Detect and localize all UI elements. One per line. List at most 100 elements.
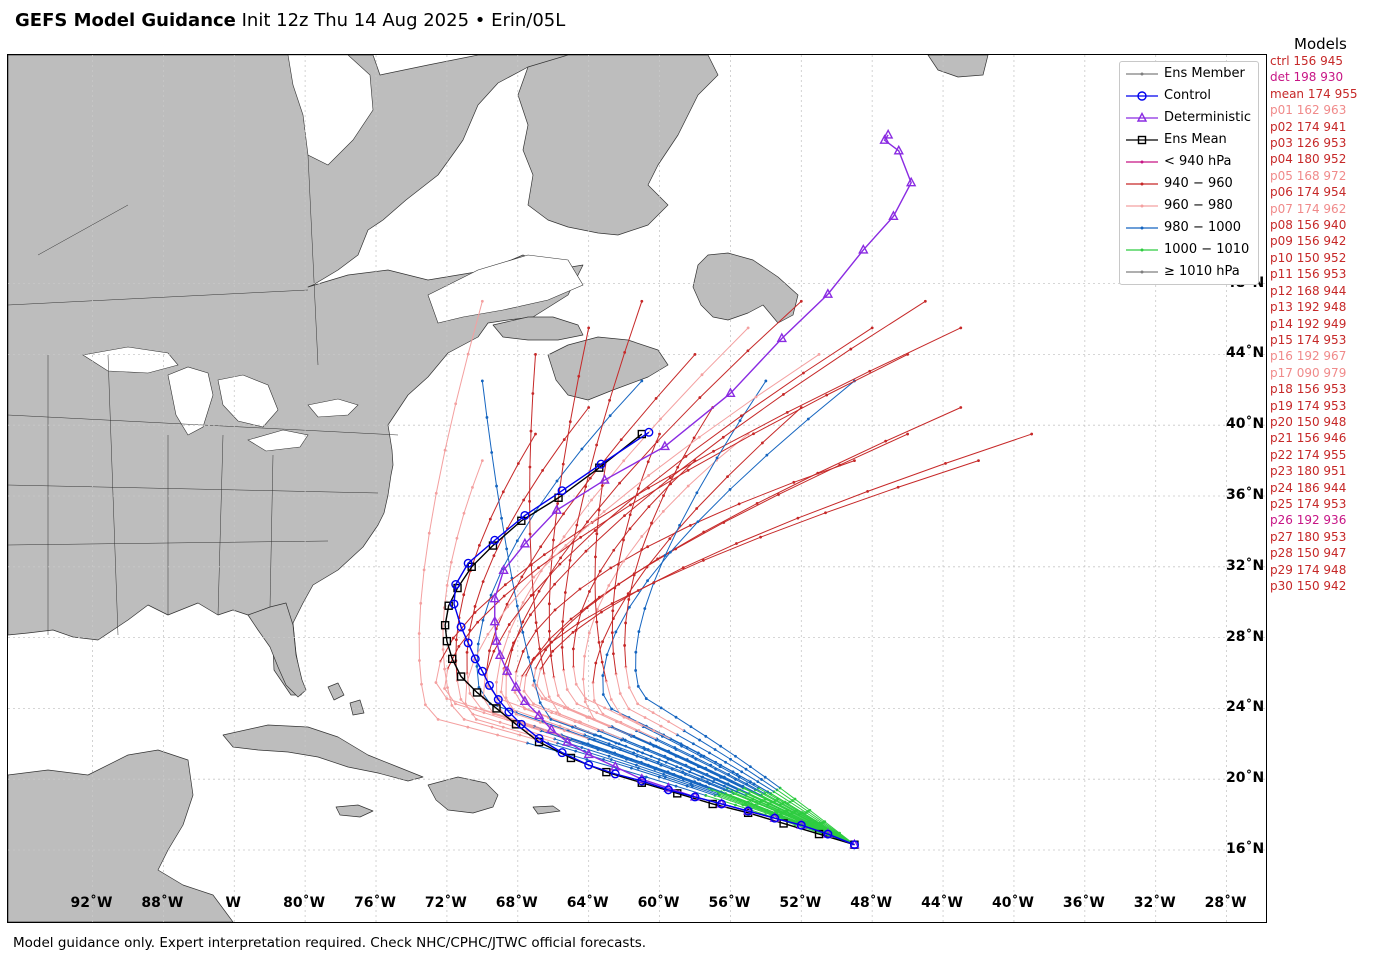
ens-member-segment (636, 455, 687, 496)
ens-member-segment (533, 639, 550, 659)
title-main: GEFS Model Guidance (15, 10, 236, 31)
ens-member-segment (670, 436, 724, 479)
ens-member-segment (536, 668, 542, 686)
ens-member-segment (809, 809, 826, 823)
ens-member-segment (636, 755, 662, 766)
model-entry: p26 192 936 (1270, 513, 1347, 528)
ens-member-segment (675, 522, 725, 550)
ens-member-segment (592, 682, 595, 701)
ens-member-segment (628, 687, 639, 704)
ens-member-segment (750, 766, 766, 778)
model-entry: p19 174 953 (1270, 398, 1347, 413)
ens-member-segment (615, 673, 621, 694)
ens-member-segment (601, 662, 607, 682)
ens-member-segment (755, 789, 776, 801)
ens-member-segment (739, 789, 763, 801)
deterministic-point (599, 474, 610, 484)
ens-member-segment (535, 609, 556, 632)
ens-member-segment (474, 584, 506, 613)
legend-entry: 1000 − 1010 (1120, 240, 1258, 260)
ens-member-segment (839, 832, 855, 846)
ens-member-segment (758, 787, 778, 800)
ens-member-segment (761, 779, 778, 791)
ens-member-segment (776, 789, 793, 801)
model-entry: p06 174 954 (1270, 185, 1347, 200)
ens-member-segment (621, 739, 645, 750)
ens-member-segment (850, 300, 926, 350)
model-entry: p10 150 952 (1270, 250, 1347, 265)
ens-member-segment (542, 439, 565, 471)
ens-member-segment (705, 735, 721, 747)
legend-entry: 960 − 980 (1120, 196, 1258, 216)
ens-member-segment (598, 642, 603, 663)
ens-member-segment (455, 703, 485, 714)
ens-member-segment (656, 397, 701, 443)
ens-member-point (923, 299, 927, 303)
ens-member-segment (423, 533, 430, 570)
ens-member-segment (551, 622, 579, 643)
legend-swatch (1126, 226, 1158, 230)
ens-member-segment (719, 766, 740, 778)
ens-member-segment (779, 787, 796, 800)
deterministic-point (498, 564, 509, 575)
ens-member-segment (580, 721, 602, 732)
ens-member-segment (677, 734, 694, 745)
ens-member-segment (735, 778, 756, 791)
ens-member-segment (869, 327, 961, 372)
ens-member-point (693, 353, 697, 356)
newfoundland (692, 252, 799, 324)
ens-member-segment (572, 630, 577, 649)
ens-member-segment (787, 803, 805, 815)
ens-member-segment (686, 747, 705, 757)
ens-member-segment (748, 793, 771, 804)
ens-member-segment (668, 721, 685, 732)
ens-member-segment (571, 725, 596, 736)
ens-member-segment (623, 514, 631, 541)
model-entry: p03 126 953 (1270, 136, 1347, 151)
ens-member-segment (629, 506, 650, 530)
models-list: ctrl 156 945 det 198 930 mean 174 955 p01 1… (1270, 53, 1357, 594)
ens-member-point (658, 432, 661, 436)
model-entry: p02 174 941 (1270, 119, 1347, 134)
ens-member-segment (568, 708, 589, 718)
ens-member-segment (703, 502, 758, 533)
ens-member-segment (709, 752, 726, 763)
ens-member-segment (516, 712, 543, 723)
ens-member-segment (599, 549, 615, 572)
ens-member-segment (665, 776, 693, 787)
ens-member-segment (764, 776, 781, 789)
mean-point (440, 621, 450, 630)
model-entry: p11 156 953 (1270, 267, 1347, 282)
ens-member-segment (418, 603, 422, 634)
landmass-layer (8, 55, 989, 922)
ens-member-segment (782, 803, 801, 815)
ens-member-segment (742, 785, 762, 796)
ens-member-segment (664, 525, 681, 556)
legend-label: < 940 hPa (1164, 154, 1232, 169)
ens-member-segment (565, 511, 605, 546)
jamaica (335, 804, 374, 818)
ens-member-segment (728, 773, 747, 785)
ens-member-segment (486, 417, 493, 453)
ens-member-segment (611, 632, 614, 654)
model-entry: p13 192 948 (1270, 300, 1347, 315)
ens-member-segment (703, 536, 761, 561)
control-point (596, 459, 606, 469)
ens-member-segment (613, 528, 631, 551)
ens-member-segment (456, 513, 465, 539)
ens-member-segment (603, 759, 632, 769)
ens-member-segment (584, 750, 612, 761)
model-entry: det 198 930 (1270, 70, 1344, 85)
control-point (463, 638, 473, 648)
legend-entry: Control (1120, 86, 1258, 106)
ens-member-segment (708, 787, 739, 800)
lat-tick-label: 40˚N (1226, 416, 1265, 433)
ens-member-segment (761, 794, 781, 806)
ens-member-segment (633, 752, 659, 763)
ens-member-segment (617, 539, 624, 565)
ens-member-segment (598, 730, 622, 741)
control-point (493, 695, 503, 705)
ens-member-segment (674, 747, 693, 757)
ens-member-segment (753, 394, 827, 435)
puerto-rico (532, 805, 561, 815)
